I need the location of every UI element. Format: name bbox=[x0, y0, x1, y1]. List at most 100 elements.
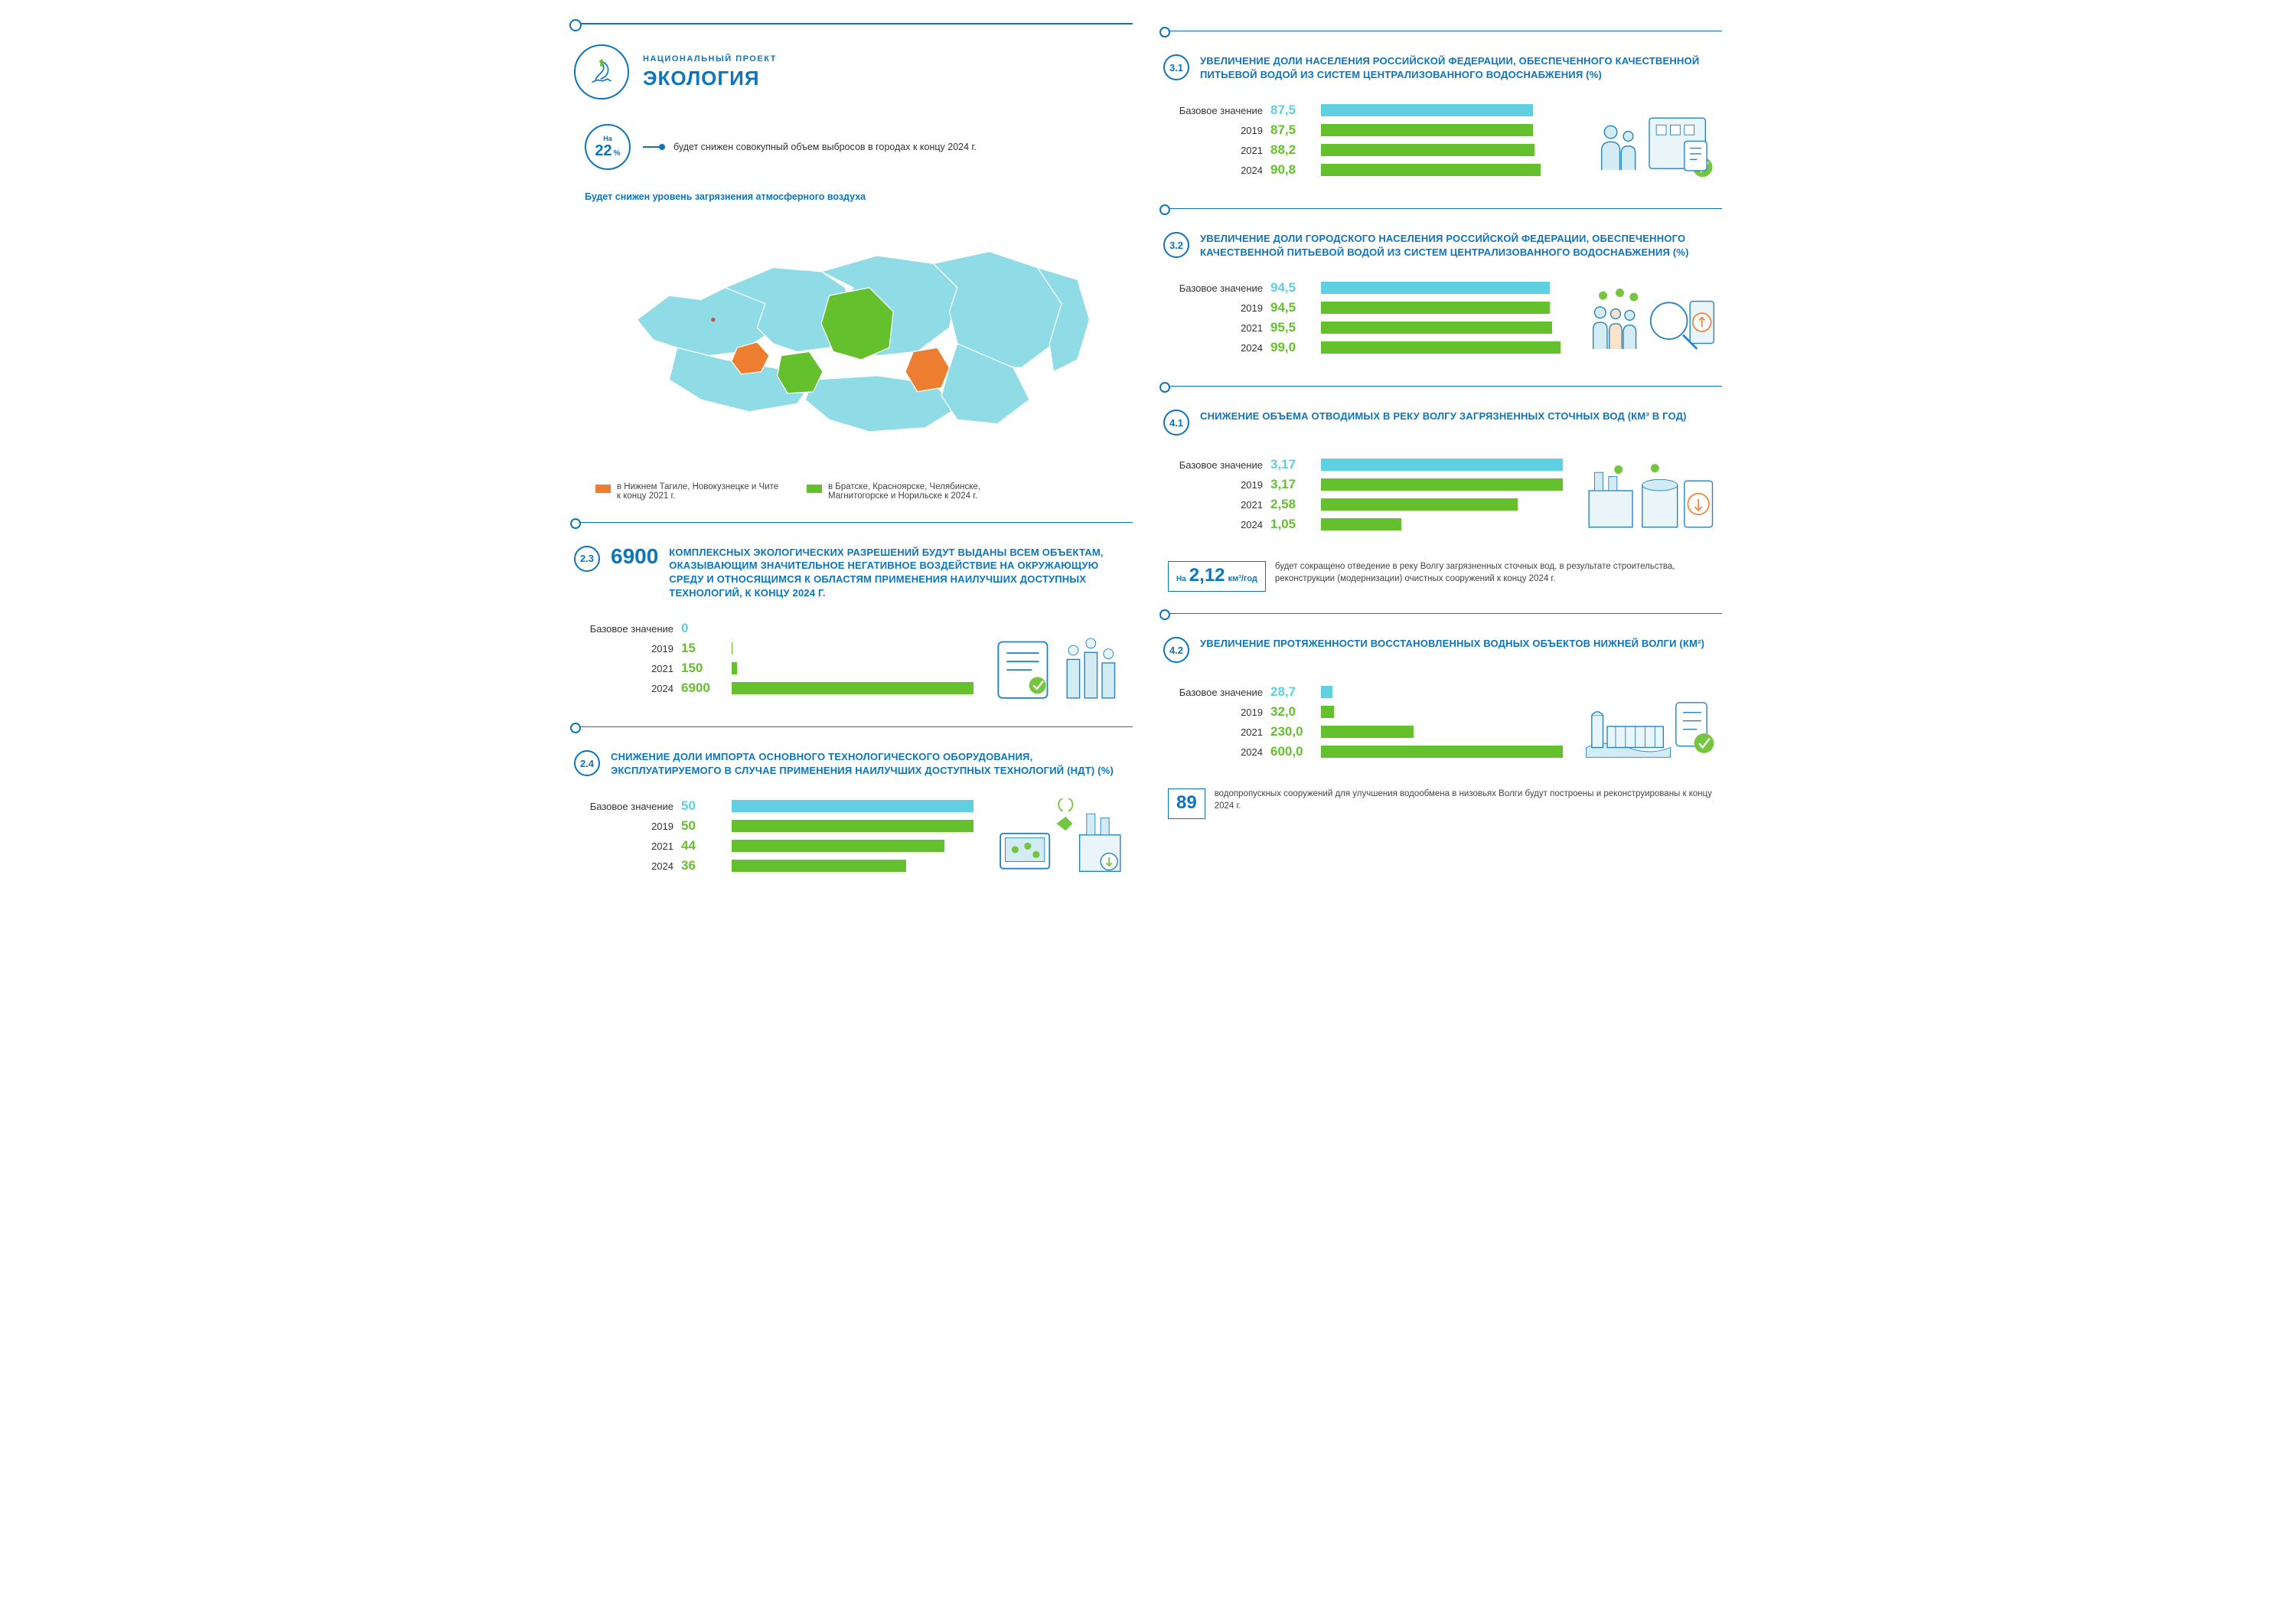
bar-row: 2021150 bbox=[574, 661, 974, 676]
bar-row: 2024 1,05 bbox=[1163, 517, 1563, 532]
family-water-icon bbox=[1577, 103, 1722, 187]
bar-fill bbox=[1321, 478, 1563, 491]
section-title: УВЕЛИЧЕНИЕ ДОЛИ ГОРОДСКОГО НАСЕЛЕНИЯ РОС… bbox=[1200, 232, 1722, 259]
bar-fill bbox=[1321, 706, 1334, 718]
bar-fill bbox=[1321, 144, 1534, 156]
bar-label: 2024 bbox=[574, 860, 673, 872]
bar-track bbox=[732, 622, 974, 635]
ecology-icon bbox=[574, 44, 629, 100]
bar-fill bbox=[1321, 124, 1533, 136]
bar-fill bbox=[1321, 498, 1518, 511]
section-4-2-callout: 89 водопропускных сооружений для улучшен… bbox=[1163, 788, 1722, 819]
page-header: НАЦИОНАЛЬНЫЙ ПРОЕКТ ЭКОЛОГИЯ bbox=[574, 44, 1133, 100]
section-title: УВЕЛИЧЕНИЕ ПРОТЯЖЕННОСТИ ВОССТАНОВЛЕННЫХ… bbox=[1200, 637, 1704, 651]
bar-row: 202188,2 bbox=[1163, 142, 1563, 158]
bar-row: 202490,8 bbox=[1163, 162, 1563, 178]
bar-value: 1,05 bbox=[1270, 517, 1313, 532]
section-title: УВЕЛИЧЕНИЕ ДОЛИ НАСЕЛЕНИЯ РОССИЙСКОЙ ФЕД… bbox=[1200, 54, 1722, 81]
bar-value: 2,58 bbox=[1270, 497, 1313, 512]
bar-row: Базовое значение0 bbox=[574, 621, 974, 636]
section-number: 3.2 bbox=[1163, 232, 1189, 258]
legend-item-2021: в Нижнем Тагиле, Новокузнецке и Чите к к… bbox=[595, 482, 779, 501]
bar-value: 94,5 bbox=[1270, 300, 1313, 315]
bar-track bbox=[1321, 124, 1563, 136]
dam-checklist-icon bbox=[1577, 684, 1722, 769]
bar-track bbox=[732, 662, 974, 674]
section-4-1-head: 4.1 СНИЖЕНИЕ ОБЪЕМА ОТВОДИМЫХ В РЕКУ ВОЛ… bbox=[1163, 410, 1722, 436]
section-title: СНИЖЕНИЕ ДОЛИ ИМПОРТА ОСНОВНОГО ТЕХНОЛОГ… bbox=[611, 750, 1133, 777]
right-column: 3.1 УВЕЛИЧЕНИЕ ДОЛИ НАСЕЛЕНИЯ РОССИЙСКОЙ… bbox=[1163, 23, 1722, 883]
divider bbox=[1163, 208, 1722, 209]
bar-label: 2019 bbox=[574, 643, 673, 654]
divider bbox=[574, 726, 1133, 727]
bar-fill bbox=[732, 860, 906, 872]
divider bbox=[1163, 613, 1722, 614]
bar-row: 201950 bbox=[574, 818, 974, 834]
divider bbox=[574, 522, 1133, 523]
bar-track bbox=[1321, 686, 1563, 698]
emissions-stat: На 22 % будет снижен совокупный объем вы… bbox=[585, 124, 1133, 170]
bar-value: 99,0 bbox=[1270, 340, 1313, 355]
callout-value-box: На 2,12 км³/год bbox=[1168, 561, 1266, 592]
header-subtitle: НАЦИОНАЛЬНЫЙ ПРОЕКТ bbox=[643, 54, 777, 64]
bar-label: 2021 bbox=[1163, 726, 1263, 738]
bar-fill bbox=[1321, 164, 1541, 176]
section-4-2-head: 4.2 УВЕЛИЧЕНИЕ ПРОТЯЖЕННОСТИ ВОССТАНОВЛЕ… bbox=[1163, 637, 1722, 663]
section-number: 3.1 bbox=[1163, 54, 1189, 80]
bar-row: 20246900 bbox=[574, 681, 974, 696]
bar-fill bbox=[732, 840, 944, 852]
bar-row: 2024 99,0 bbox=[1163, 340, 1563, 355]
left-column: НАЦИОНАЛЬНЫЙ ПРОЕКТ ЭКОЛОГИЯ На 22 % буд… bbox=[574, 23, 1133, 883]
section-number: 2.3 bbox=[574, 546, 600, 572]
section-4-1-chart: Базовое значение3,1720193,1720212,582024… bbox=[1163, 457, 1722, 541]
bar-row: Базовое значение94,5 bbox=[1163, 280, 1563, 295]
bar-fill bbox=[732, 820, 974, 832]
section-number: 2.4 bbox=[574, 750, 600, 776]
section-2-4-head: 2.4 СНИЖЕНИЕ ДОЛИ ИМПОРТА ОСНОВНОГО ТЕХН… bbox=[574, 750, 1133, 777]
legend-item-2024: в Братске, Красноярске, Челябинске, Магн… bbox=[807, 482, 990, 501]
bar-track bbox=[1321, 144, 1563, 156]
callout-value-box: 89 bbox=[1168, 788, 1205, 819]
section-2-3-chart: Базовое значение0 201915 2021150 20246900 bbox=[574, 621, 1133, 705]
section-title: СНИЖЕНИЕ ОБЪЕМА ОТВОДИМЫХ В РЕКУ ВОЛГУ З… bbox=[1200, 410, 1687, 423]
section-title: КОМПЛЕКСНЫХ ЭКОЛОГИЧЕСКИХ РАЗРЕШЕНИЙ БУД… bbox=[669, 546, 1133, 599]
bar-label: 2019 bbox=[1163, 707, 1263, 718]
bar-fill bbox=[1321, 686, 1332, 698]
section-3-2-chart: Базовое значение94,5 2019 94,5 202195,5 2024… bbox=[1163, 280, 1722, 364]
callout-text: водопропускных сооружений для улучшения … bbox=[1215, 788, 1722, 812]
bar-label: 2024 bbox=[1163, 519, 1263, 530]
bar-label: Базовое значение bbox=[574, 623, 673, 635]
bar-label: Базовое значение bbox=[1163, 105, 1263, 116]
bar-fill bbox=[1321, 459, 1563, 471]
bar-row: 201915 bbox=[574, 641, 974, 656]
bar-row: 2021 2,58 bbox=[1163, 497, 1563, 512]
bar-track bbox=[732, 682, 974, 694]
bar-track bbox=[732, 840, 974, 852]
bar-row: Базовое значение28,7 bbox=[1163, 684, 1563, 700]
bar-track bbox=[1321, 459, 1563, 471]
emissions-text: будет снижен совокупный объем выбросов в… bbox=[673, 142, 977, 152]
bar-label: Базовое значение bbox=[574, 801, 673, 812]
bar-label: 2021 bbox=[1163, 145, 1263, 156]
bar-label: 2019 bbox=[574, 821, 673, 832]
bar-fill bbox=[732, 662, 737, 674]
bar-row: Базовое значение3,17 bbox=[1163, 457, 1563, 472]
divider bbox=[1163, 386, 1722, 387]
bar-fill bbox=[1321, 282, 1550, 294]
bar-value: 90,8 bbox=[1270, 162, 1313, 178]
bar-row: 2024600,0 bbox=[1163, 744, 1563, 759]
section-3-2-head: 3.2 УВЕЛИЧЕНИЕ ДОЛИ ГОРОДСКОГО НАСЕЛЕНИЯ… bbox=[1163, 232, 1722, 259]
section-2-3-head: 2.3 6900 КОМПЛЕКСНЫХ ЭКОЛОГИЧЕСКИХ РАЗРЕ… bbox=[574, 546, 1133, 599]
section-number: 4.2 bbox=[1163, 637, 1189, 663]
bar-value: 28,7 bbox=[1270, 684, 1313, 700]
bar-fill bbox=[1321, 302, 1550, 314]
bar-track bbox=[1321, 726, 1563, 738]
bar-label: 2019 bbox=[1163, 302, 1263, 314]
bar-value: 95,5 bbox=[1270, 320, 1313, 335]
bar-track bbox=[1321, 104, 1563, 116]
bar-fill bbox=[1321, 104, 1533, 116]
bar-value: 44 bbox=[681, 838, 724, 854]
bar-label: 2024 bbox=[1163, 342, 1263, 354]
bar-row: 202195,5 bbox=[1163, 320, 1563, 335]
bar-label: 2021 bbox=[1163, 499, 1263, 511]
